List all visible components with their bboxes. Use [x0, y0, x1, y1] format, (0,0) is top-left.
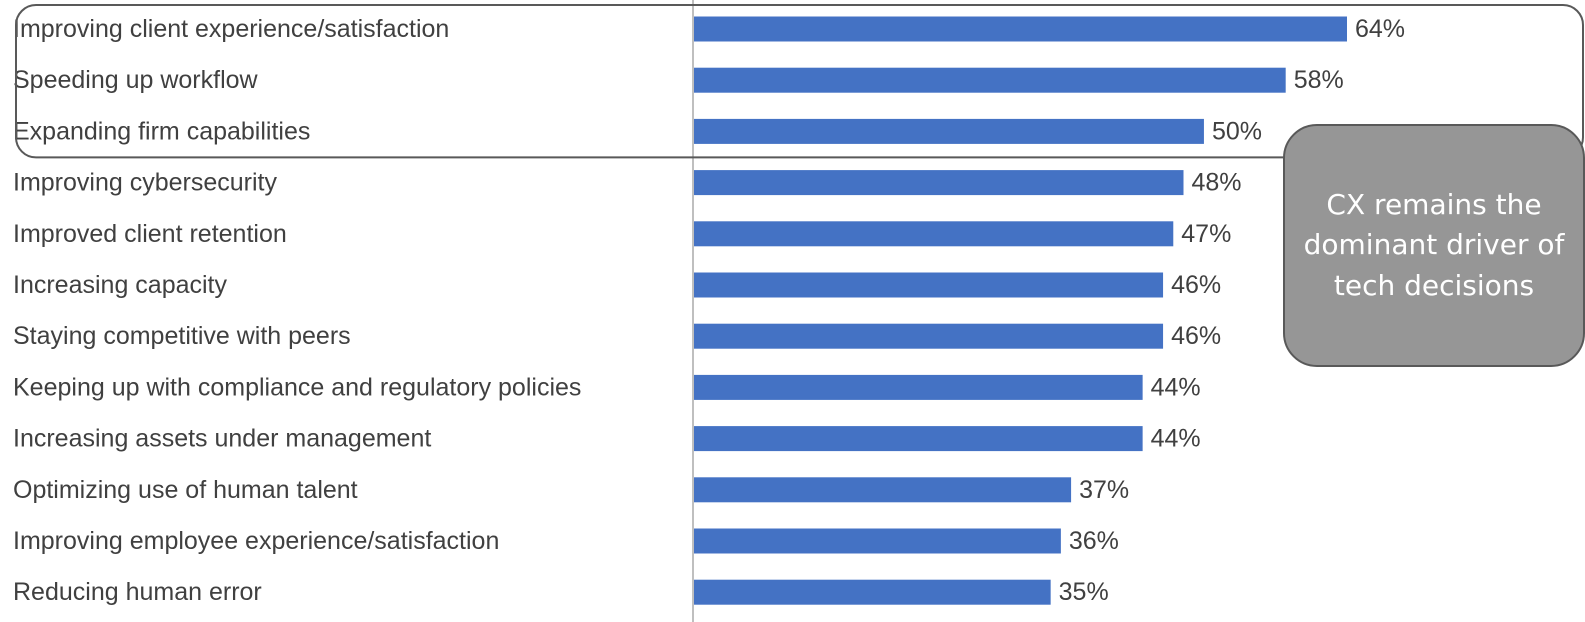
- bar: [693, 528, 1061, 554]
- bar: [693, 118, 1204, 144]
- value-label: 37%: [1079, 476, 1129, 504]
- highlight-box: [15, 4, 1584, 159]
- bar: [693, 374, 1143, 400]
- value-label: 47%: [1181, 220, 1231, 248]
- bar: [693, 67, 1286, 93]
- value-label: 46%: [1171, 322, 1221, 350]
- category-label: Improved client retention: [13, 220, 287, 248]
- category-label: Improving cybersecurity: [13, 169, 277, 197]
- value-label: 58%: [1294, 66, 1344, 94]
- category-label: Improving client experience/satisfaction: [13, 15, 449, 43]
- category-label: Optimizing use of human talent: [13, 476, 358, 504]
- value-label: 44%: [1151, 425, 1201, 453]
- bar: [693, 16, 1347, 42]
- category-label: Staying competitive with peers: [13, 322, 351, 350]
- category-label: Improving employee experience/satisfacti…: [13, 527, 499, 555]
- value-label: 44%: [1151, 373, 1201, 401]
- bar: [693, 221, 1174, 247]
- value-label: 48%: [1192, 169, 1242, 197]
- annotation-callout: CX remains the dominant driver of tech d…: [1283, 124, 1585, 367]
- value-label: 35%: [1059, 578, 1109, 606]
- bar: [693, 272, 1164, 298]
- value-label: 50%: [1212, 117, 1262, 145]
- annotation-text: CX remains the dominant driver of tech d…: [1303, 187, 1565, 302]
- bar: [693, 579, 1051, 605]
- category-label: Expanding firm capabilities: [13, 117, 310, 145]
- category-label: Increasing capacity: [13, 271, 228, 299]
- value-label: 46%: [1171, 271, 1221, 299]
- value-label: 36%: [1069, 527, 1119, 555]
- category-label: Increasing assets under management: [13, 425, 431, 453]
- value-label: 64%: [1355, 15, 1405, 43]
- category-label: Speeding up workflow: [13, 66, 259, 94]
- category-label: Reducing human error: [13, 578, 262, 606]
- bar: [693, 477, 1072, 503]
- category-label: Keeping up with compliance and regulator…: [13, 373, 581, 401]
- bar: [693, 323, 1164, 349]
- bar: [693, 426, 1143, 452]
- bar: [693, 170, 1184, 196]
